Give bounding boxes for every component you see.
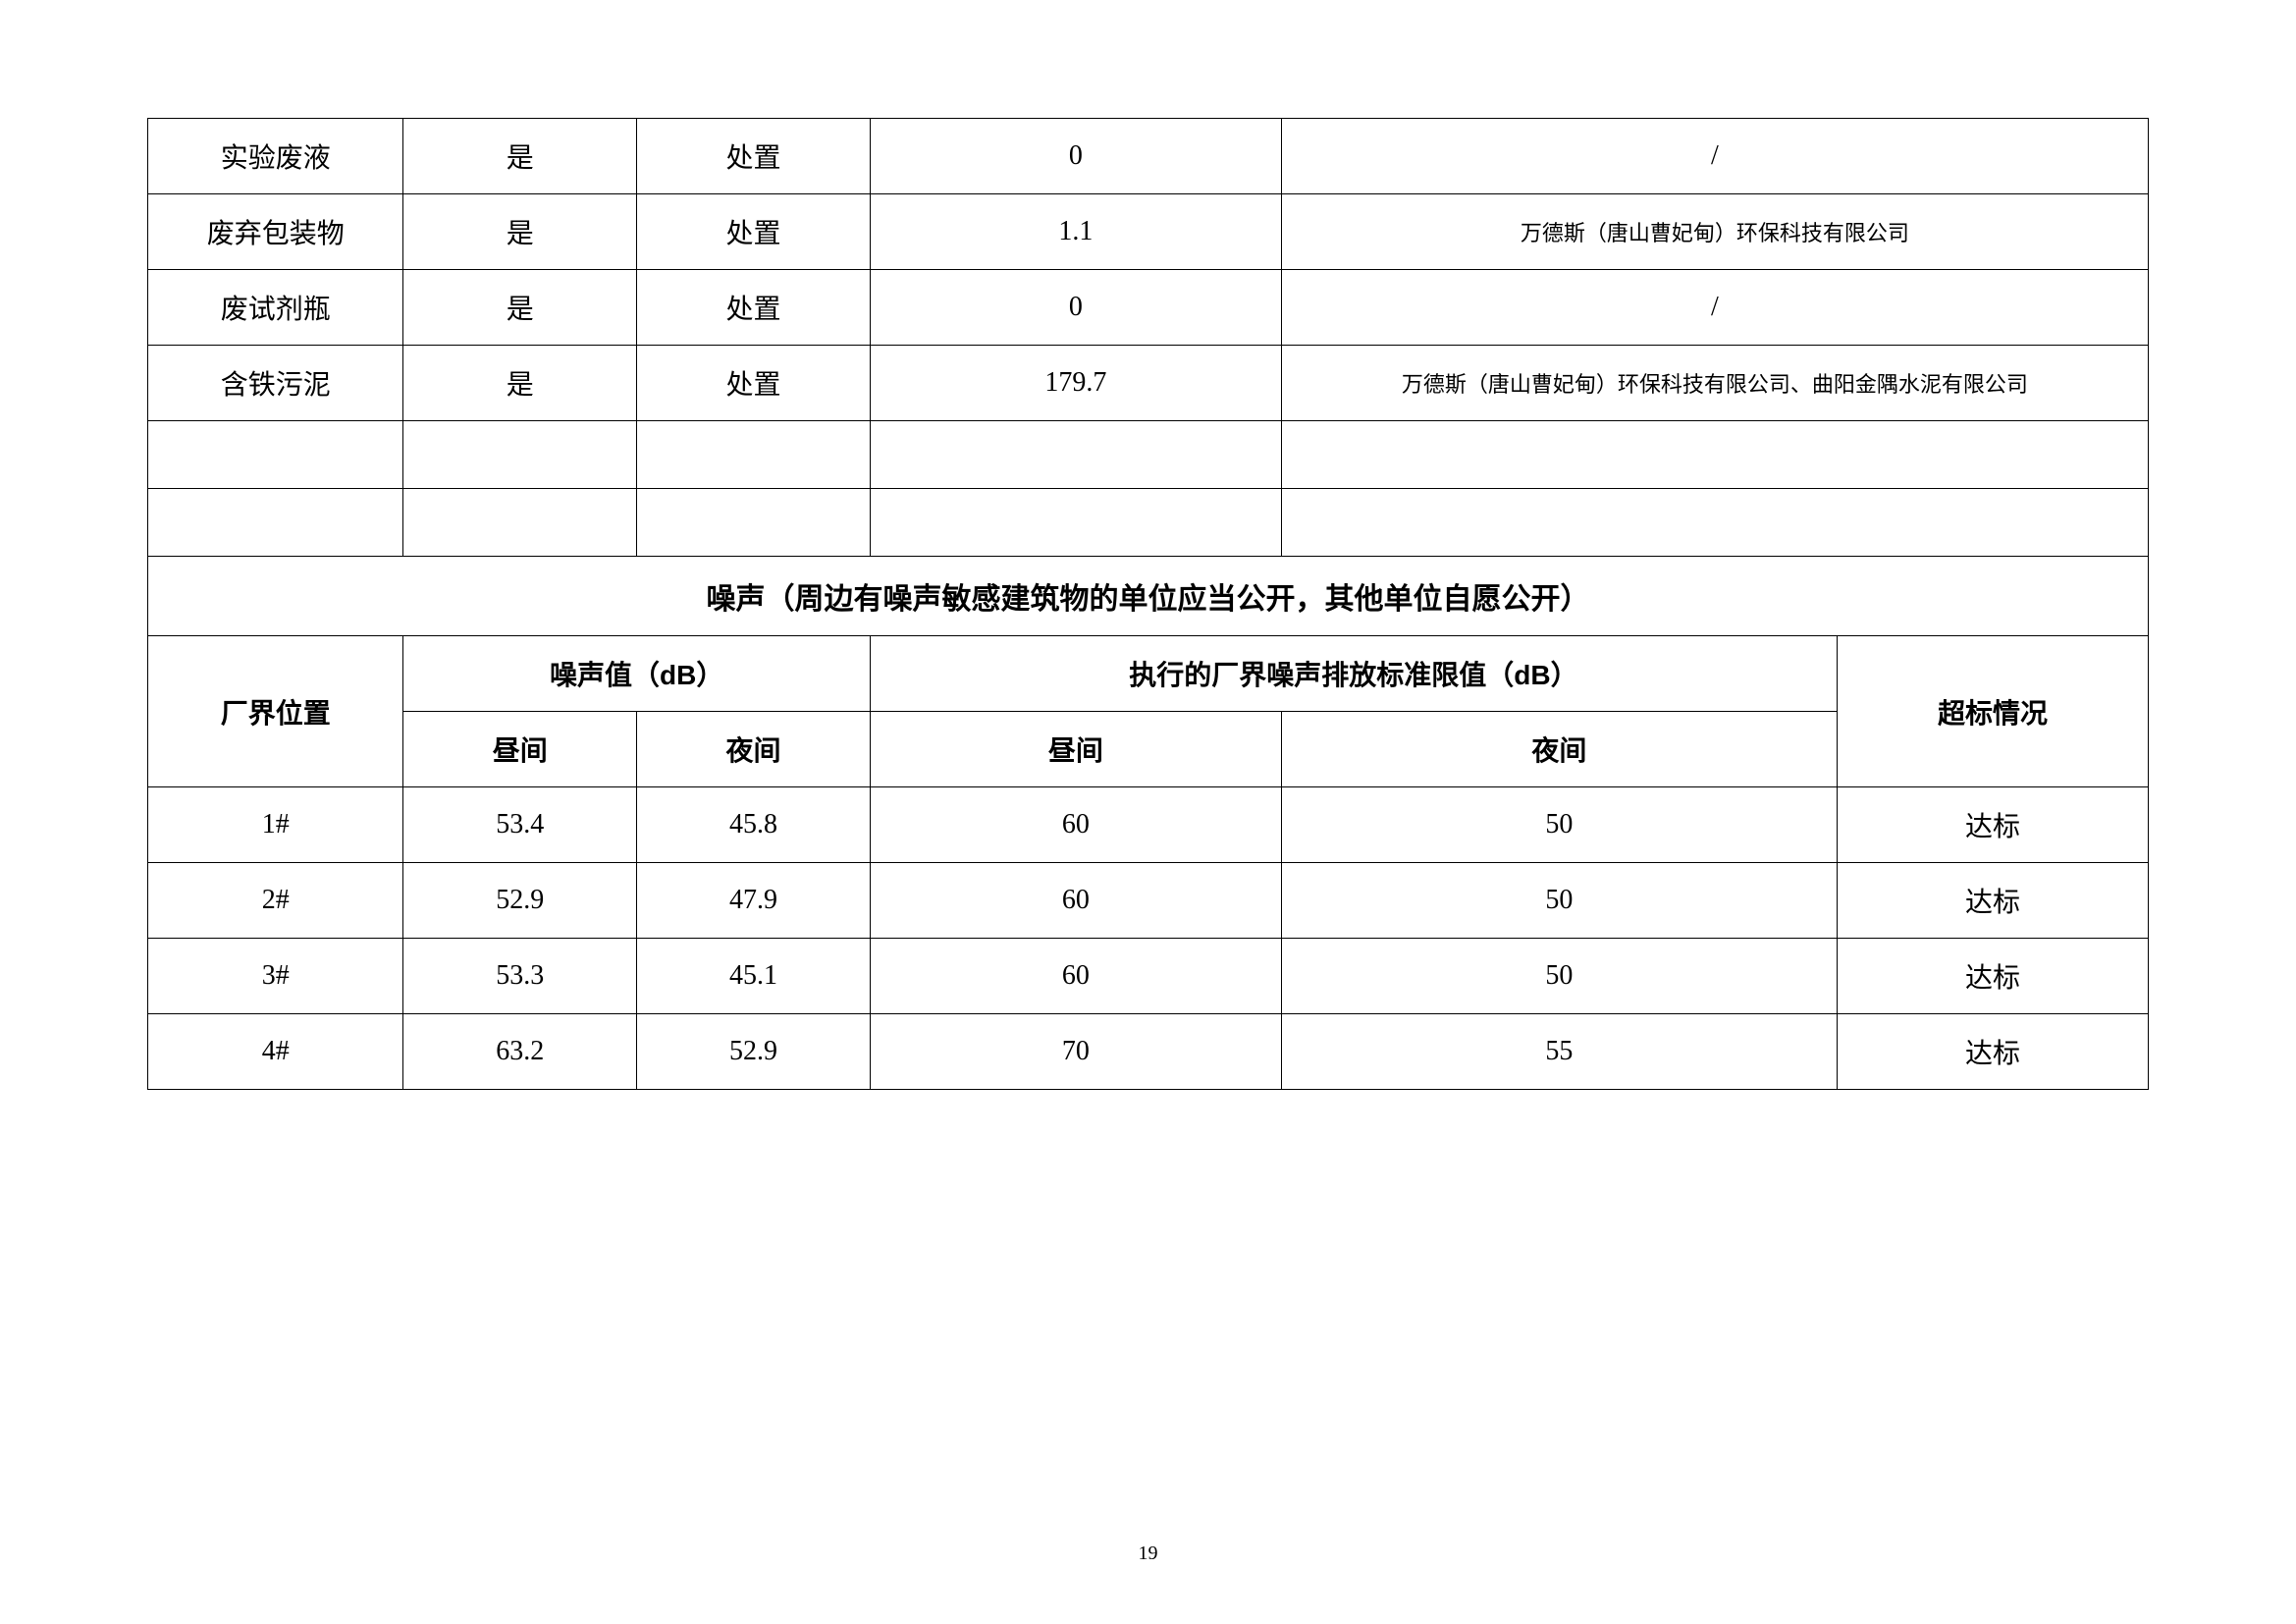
empty-cell <box>148 421 403 489</box>
noise-day-std-header: 昼间 <box>870 712 1281 787</box>
noise-status-cell: 达标 <box>1837 1014 2148 1090</box>
noise-night-std-cell: 50 <box>1281 787 1837 863</box>
noise-day-val-cell: 52.9 <box>403 863 637 939</box>
noise-value-header: 噪声值（dB） <box>403 636 871 712</box>
waste-name-cell: 含铁污泥 <box>148 346 403 421</box>
empty-cell <box>403 489 637 557</box>
waste-col4-cell: 179.7 <box>870 346 1281 421</box>
noise-day-val-cell: 63.2 <box>403 1014 637 1090</box>
noise-day-std-cell: 60 <box>870 863 1281 939</box>
noise-night-std-cell: 50 <box>1281 863 1837 939</box>
noise-data-row: 3# 53.3 45.1 60 50 达标 <box>148 939 2149 1014</box>
page-number: 19 <box>0 1543 2296 1565</box>
waste-col5-cell: 万德斯（唐山曹妃甸）环保科技有限公司 <box>1281 194 2148 270</box>
empty-cell <box>403 421 637 489</box>
noise-location-cell: 4# <box>148 1014 403 1090</box>
empty-cell <box>870 489 1281 557</box>
waste-name-cell: 废弃包装物 <box>148 194 403 270</box>
table-row-empty <box>148 421 2149 489</box>
noise-section-header-row: 噪声（周边有噪声敏感建筑物的单位应当公开，其他单位自愿公开） <box>148 557 2149 636</box>
noise-section-title: 噪声（周边有噪声敏感建筑物的单位应当公开，其他单位自愿公开） <box>148 557 2149 636</box>
noise-night-header: 夜间 <box>637 712 871 787</box>
waste-col5-cell: 万德斯（唐山曹妃甸）环保科技有限公司、曲阳金隅水泥有限公司 <box>1281 346 2148 421</box>
waste-col2-cell: 是 <box>403 346 637 421</box>
noise-status-cell: 达标 <box>1837 787 2148 863</box>
noise-location-cell: 3# <box>148 939 403 1014</box>
noise-day-std-cell: 60 <box>870 939 1281 1014</box>
noise-status-cell: 达标 <box>1837 863 2148 939</box>
waste-name-cell: 废试剂瓶 <box>148 270 403 346</box>
waste-col4-cell: 0 <box>870 119 1281 194</box>
noise-night-std-cell: 55 <box>1281 1014 1837 1090</box>
empty-cell <box>870 421 1281 489</box>
empty-cell <box>637 489 871 557</box>
noise-day-val-cell: 53.3 <box>403 939 637 1014</box>
noise-night-val-cell: 45.8 <box>637 787 871 863</box>
noise-exceed-header: 超标情况 <box>1837 636 2148 787</box>
waste-col4-cell: 1.1 <box>870 194 1281 270</box>
noise-night-std-header: 夜间 <box>1281 712 1837 787</box>
waste-col4-cell: 0 <box>870 270 1281 346</box>
empty-cell <box>1281 421 2148 489</box>
noise-data-row: 4# 63.2 52.9 70 55 达标 <box>148 1014 2149 1090</box>
noise-location-header: 厂界位置 <box>148 636 403 787</box>
waste-col2-cell: 是 <box>403 119 637 194</box>
waste-col2-cell: 是 <box>403 270 637 346</box>
noise-header-row-1: 厂界位置 噪声值（dB） 执行的厂界噪声排放标准限值（dB） 超标情况 <box>148 636 2149 712</box>
empty-cell <box>637 421 871 489</box>
table-row-empty <box>148 489 2149 557</box>
noise-data-row: 1# 53.4 45.8 60 50 达标 <box>148 787 2149 863</box>
waste-col5-cell: / <box>1281 119 2148 194</box>
noise-data-row: 2# 52.9 47.9 60 50 达标 <box>148 863 2149 939</box>
noise-night-val-cell: 45.1 <box>637 939 871 1014</box>
waste-col3-cell: 处置 <box>637 119 871 194</box>
noise-day-std-cell: 60 <box>870 787 1281 863</box>
noise-night-val-cell: 47.9 <box>637 863 871 939</box>
noise-standard-header: 执行的厂界噪声排放标准限值（dB） <box>870 636 1837 712</box>
noise-day-std-cell: 70 <box>870 1014 1281 1090</box>
noise-day-val-cell: 53.4 <box>403 787 637 863</box>
table-row: 实验废液 是 处置 0 / <box>148 119 2149 194</box>
table-row: 废弃包装物 是 处置 1.1 万德斯（唐山曹妃甸）环保科技有限公司 <box>148 194 2149 270</box>
noise-location-cell: 2# <box>148 863 403 939</box>
noise-night-std-cell: 50 <box>1281 939 1837 1014</box>
noise-day-header: 昼间 <box>403 712 637 787</box>
table-row: 废试剂瓶 是 处置 0 / <box>148 270 2149 346</box>
data-table: 实验废液 是 处置 0 / 废弃包装物 是 处置 1.1 万德斯（唐山曹妃甸）环… <box>147 118 2149 1090</box>
noise-location-cell: 1# <box>148 787 403 863</box>
table-row: 含铁污泥 是 处置 179.7 万德斯（唐山曹妃甸）环保科技有限公司、曲阳金隅水… <box>148 346 2149 421</box>
noise-night-val-cell: 52.9 <box>637 1014 871 1090</box>
waste-name-cell: 实验废液 <box>148 119 403 194</box>
waste-col5-cell: / <box>1281 270 2148 346</box>
noise-status-cell: 达标 <box>1837 939 2148 1014</box>
waste-col3-cell: 处置 <box>637 346 871 421</box>
waste-col3-cell: 处置 <box>637 270 871 346</box>
empty-cell <box>1281 489 2148 557</box>
waste-col2-cell: 是 <box>403 194 637 270</box>
waste-col3-cell: 处置 <box>637 194 871 270</box>
empty-cell <box>148 489 403 557</box>
